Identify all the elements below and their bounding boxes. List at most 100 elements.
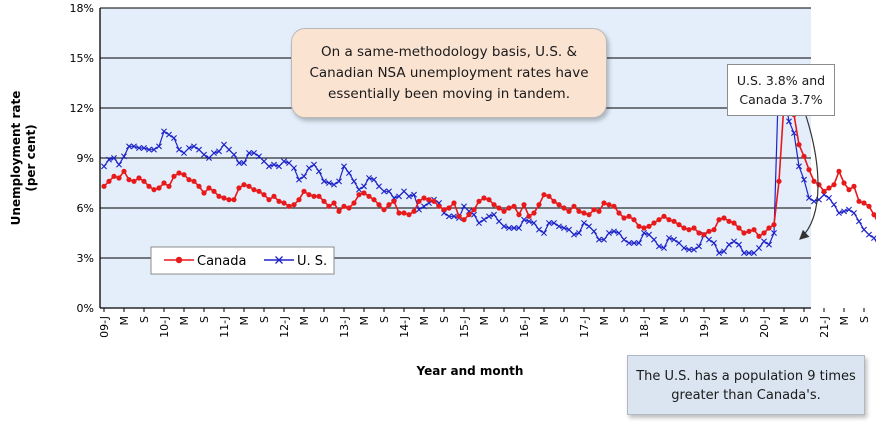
canada-point: [411, 208, 417, 214]
us-point: [581, 220, 587, 226]
canada-point: [121, 168, 127, 174]
annotation-latest-line-1: U.S. 3.8% and: [736, 73, 826, 88]
us-point: [731, 238, 737, 245]
us-point: [501, 223, 507, 230]
us-point: [511, 225, 517, 231]
us-point: [791, 130, 797, 136]
canada-point: [126, 177, 132, 183]
x-tick-label: 10-J: [158, 316, 171, 338]
x-tick-label: 18-J: [638, 316, 651, 338]
annotation-latest-line-2: Canada 3.7%: [739, 92, 823, 107]
canada-point: [396, 210, 402, 216]
canada-point: [551, 198, 557, 204]
us-point: [491, 211, 497, 218]
x-tick-label: M: [778, 316, 791, 326]
x-tick-label: M: [478, 316, 491, 326]
canada-point: [111, 173, 117, 179]
us-point: [371, 176, 377, 183]
us-point: [661, 245, 667, 251]
x-tick-label: M: [238, 316, 251, 326]
canada-point: [471, 207, 477, 213]
us-point: [496, 218, 502, 225]
us-point: [161, 128, 167, 135]
us-point: [106, 156, 112, 163]
us-point: [546, 220, 552, 226]
annotation-latest-values: U.S. 3.8% and Canada 3.7%: [727, 64, 835, 116]
canada-point: [691, 225, 697, 231]
canada-point: [631, 217, 637, 223]
annotation-population-line-2: greater than Canada's.: [671, 388, 821, 403]
us-point: [386, 188, 392, 195]
canada-point: [271, 193, 277, 199]
us-point: [381, 188, 387, 195]
us-point: [761, 238, 767, 245]
us-point: [281, 158, 287, 165]
us-point: [221, 141, 227, 148]
us-point: [256, 153, 262, 160]
x-tick-label: 13-J: [338, 316, 351, 338]
canada-point: [796, 142, 802, 148]
canada-point: [381, 207, 387, 213]
canada-point: [156, 185, 162, 191]
us-point: [641, 230, 647, 236]
us-point: [746, 250, 752, 256]
us-point: [751, 250, 757, 256]
canada-point: [751, 227, 757, 233]
us-point: [201, 151, 207, 158]
y-tick-labels: 0% 3% 6% 9% 12% 15% 18%: [70, 2, 94, 315]
us-point: [136, 145, 142, 151]
canada-point: [716, 217, 722, 223]
us-point: [336, 178, 342, 185]
canada-point: [501, 208, 507, 214]
canada-point: [316, 193, 322, 199]
canada-point: [376, 202, 382, 208]
us-point: [276, 163, 282, 170]
canada-point: [241, 182, 247, 188]
us-point: [506, 225, 512, 231]
canada-point: [871, 212, 876, 218]
canada-point: [831, 182, 837, 188]
us-point: [556, 223, 562, 230]
x-tick-label: S: [378, 316, 391, 323]
canada-point: [421, 195, 427, 201]
canada-point: [236, 185, 242, 191]
us-point: [756, 245, 762, 251]
us-point: [596, 236, 602, 243]
us-point: [446, 213, 452, 220]
canada-point: [851, 183, 857, 189]
us-point: [651, 236, 657, 243]
canada-point: [546, 193, 552, 199]
us-point: [301, 173, 307, 180]
us-point: [286, 160, 292, 166]
us-point: [306, 165, 312, 171]
canada-point: [756, 233, 762, 239]
x-tick-label: S: [558, 316, 571, 323]
us-point: [146, 146, 152, 153]
canada-point: [526, 213, 532, 219]
us-point: [801, 176, 807, 183]
us-point: [691, 246, 697, 253]
us-point: [186, 145, 192, 151]
x-tick-label: 15-J: [458, 316, 471, 338]
us-point: [331, 181, 337, 188]
canada-point: [521, 202, 527, 208]
us-point: [516, 225, 522, 231]
canada-point: [416, 198, 422, 204]
us-point: [296, 176, 302, 183]
canada-point: [361, 190, 367, 196]
canada-point: [301, 188, 307, 194]
canada-point: [836, 168, 842, 174]
canada-point: [141, 178, 147, 184]
us-point: [101, 163, 107, 170]
us-point: [451, 213, 457, 220]
us-point: [356, 186, 362, 193]
canada-point: [561, 205, 567, 211]
x-tick-label: 21-J: [818, 316, 831, 338]
canada-point: [346, 205, 352, 211]
us-point: [676, 240, 682, 246]
annotation-population: The U.S. has a population 9 times greate…: [627, 355, 865, 415]
canada-point: [441, 207, 447, 213]
canada-point: [341, 203, 347, 209]
x-tick-label: S: [258, 316, 271, 323]
canada-point: [826, 185, 832, 191]
